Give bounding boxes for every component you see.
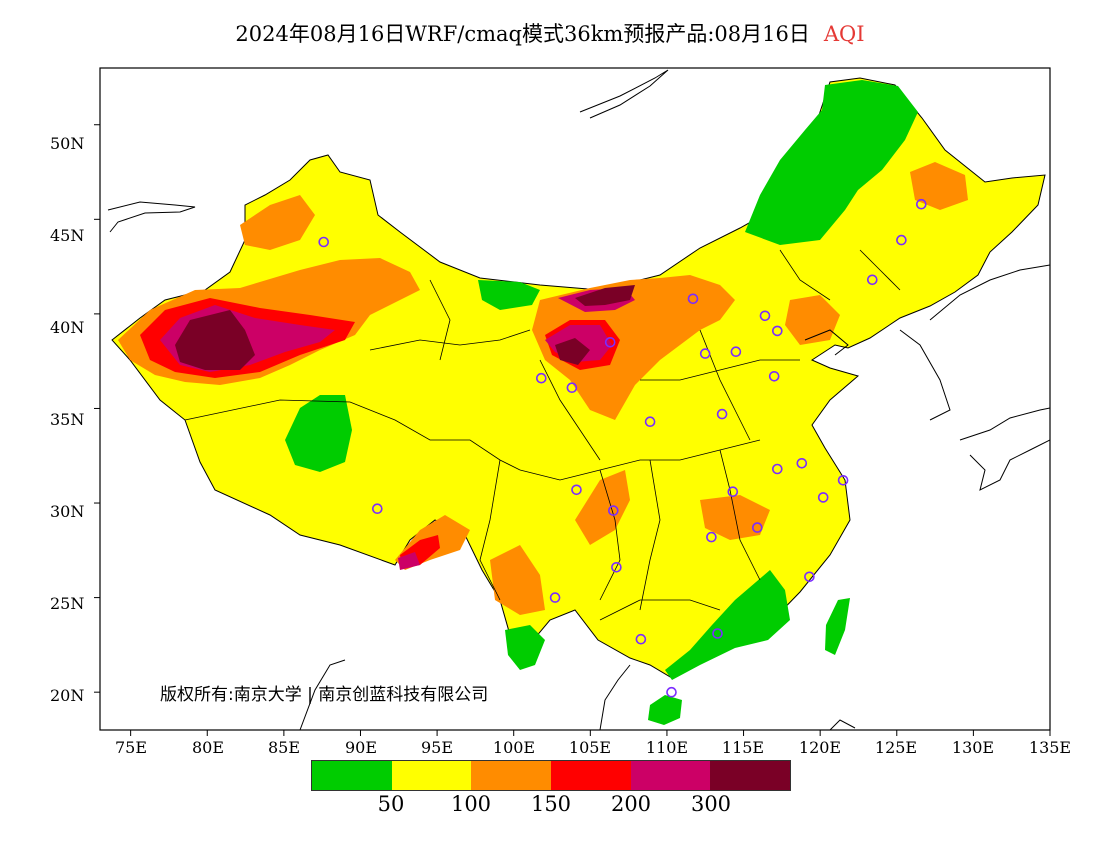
lat-label: 35N bbox=[50, 410, 85, 429]
lat-label: 25N bbox=[50, 594, 85, 613]
lon-label: 135E bbox=[1028, 738, 1072, 757]
legend-box-5 bbox=[710, 761, 791, 790]
lon-label: 90E bbox=[344, 738, 378, 757]
legend-tick: 50 bbox=[377, 792, 405, 816]
station-marker bbox=[915, 198, 927, 210]
lon-label: 120E bbox=[798, 738, 842, 757]
map-frame bbox=[99, 67, 1051, 731]
zone-taiwan-green bbox=[825, 598, 850, 655]
station-marker bbox=[644, 416, 656, 428]
zone-inner-mongolia-green bbox=[478, 280, 540, 310]
zone-sichuan-orange bbox=[575, 470, 630, 545]
zone-southwest-orange bbox=[490, 545, 545, 615]
station-marker bbox=[611, 561, 622, 573]
station-marker bbox=[796, 457, 808, 469]
station-marker bbox=[896, 234, 907, 246]
title-text: 2024年08月16日WRF/cmaq模式36km预报产品:08月16日 bbox=[235, 22, 810, 46]
lon-label: 80E bbox=[191, 738, 225, 757]
station-marker bbox=[318, 236, 330, 248]
lon-label: 100E bbox=[492, 738, 536, 757]
legend-tick: 100 bbox=[450, 792, 492, 816]
axis-ticks bbox=[94, 124, 1051, 736]
station-marker bbox=[716, 408, 728, 420]
lon-label: 125E bbox=[874, 738, 918, 757]
zone-northeast-green bbox=[745, 80, 918, 245]
legend-box-1 bbox=[391, 761, 472, 790]
lon-label: 130E bbox=[951, 738, 995, 757]
station-marker bbox=[607, 505, 619, 516]
zone-yunnan-green bbox=[505, 625, 545, 670]
zone-tarim-maroon bbox=[175, 310, 255, 370]
zone-ningxia-maroon bbox=[555, 338, 590, 365]
lon-label: 95E bbox=[420, 738, 454, 757]
station-marker bbox=[687, 293, 699, 305]
station-marker bbox=[768, 370, 780, 382]
station-marker bbox=[535, 372, 547, 384]
station-marker bbox=[699, 348, 711, 359]
lon-label: 115E bbox=[721, 738, 765, 757]
station-marker bbox=[771, 463, 783, 475]
lat-label: 40N bbox=[50, 318, 85, 337]
lon-label: 75E bbox=[114, 738, 148, 757]
copyright-text: 版权所有:南京大学 | 南京创蓝科技有限公司 bbox=[160, 685, 489, 705]
station-marker bbox=[604, 336, 616, 348]
lat-label: 50N bbox=[50, 134, 85, 153]
station-marker bbox=[730, 346, 742, 358]
station-marker bbox=[866, 274, 878, 286]
color-legend bbox=[311, 760, 791, 791]
legend-box-3 bbox=[551, 761, 631, 790]
station-marker bbox=[566, 382, 578, 394]
variable-label: AQI bbox=[823, 22, 865, 46]
lat-label: 30N bbox=[50, 502, 85, 521]
station-marker bbox=[804, 571, 815, 583]
lon-label: 105E bbox=[568, 738, 612, 757]
station-marker bbox=[759, 310, 771, 322]
station-marker bbox=[712, 628, 723, 639]
station-marker bbox=[727, 486, 739, 498]
zone-mongolia-maroon bbox=[575, 285, 635, 306]
station-marker bbox=[817, 492, 829, 503]
station-marker bbox=[549, 592, 561, 603]
zone-tibet-purple bbox=[398, 552, 420, 570]
province-boundaries bbox=[184, 249, 901, 621]
station-marker bbox=[837, 474, 849, 486]
lat-label: 20N bbox=[50, 686, 85, 705]
station-marker bbox=[635, 633, 647, 645]
zone-northwest-orange bbox=[532, 275, 735, 420]
coastlines bbox=[107, 69, 1050, 730]
legend-tick: 300 bbox=[690, 792, 732, 816]
lon-label: 110E bbox=[645, 738, 689, 757]
station-marker bbox=[371, 503, 383, 515]
zone-beijing-orange bbox=[785, 295, 840, 345]
legend-box-4 bbox=[630, 761, 711, 790]
station-marker bbox=[666, 686, 677, 698]
lon-label: 85E bbox=[267, 738, 301, 757]
aqi-field bbox=[107, 69, 1050, 730]
legend-box-0 bbox=[312, 761, 392, 790]
lat-label: 45N bbox=[50, 226, 85, 245]
legend-tick: 200 bbox=[610, 792, 652, 816]
legend-box-2 bbox=[471, 761, 552, 790]
station-marker bbox=[751, 522, 763, 533]
station-marker bbox=[771, 325, 783, 337]
zone-xinjiang-north-orange bbox=[240, 195, 315, 250]
zone-tibet-green bbox=[285, 395, 352, 472]
map-title: 2024年08月16日WRF/cmaq模式36km预报产品:08月16日 AQI bbox=[0, 18, 1100, 48]
zone-south-green bbox=[665, 570, 790, 680]
zone-northeast-orange bbox=[910, 162, 968, 210]
stations-layer bbox=[318, 198, 927, 698]
legend-tick: 150 bbox=[530, 792, 572, 816]
station-marker bbox=[706, 531, 717, 543]
station-marker bbox=[571, 484, 582, 496]
zone-hainan-green bbox=[648, 695, 682, 725]
